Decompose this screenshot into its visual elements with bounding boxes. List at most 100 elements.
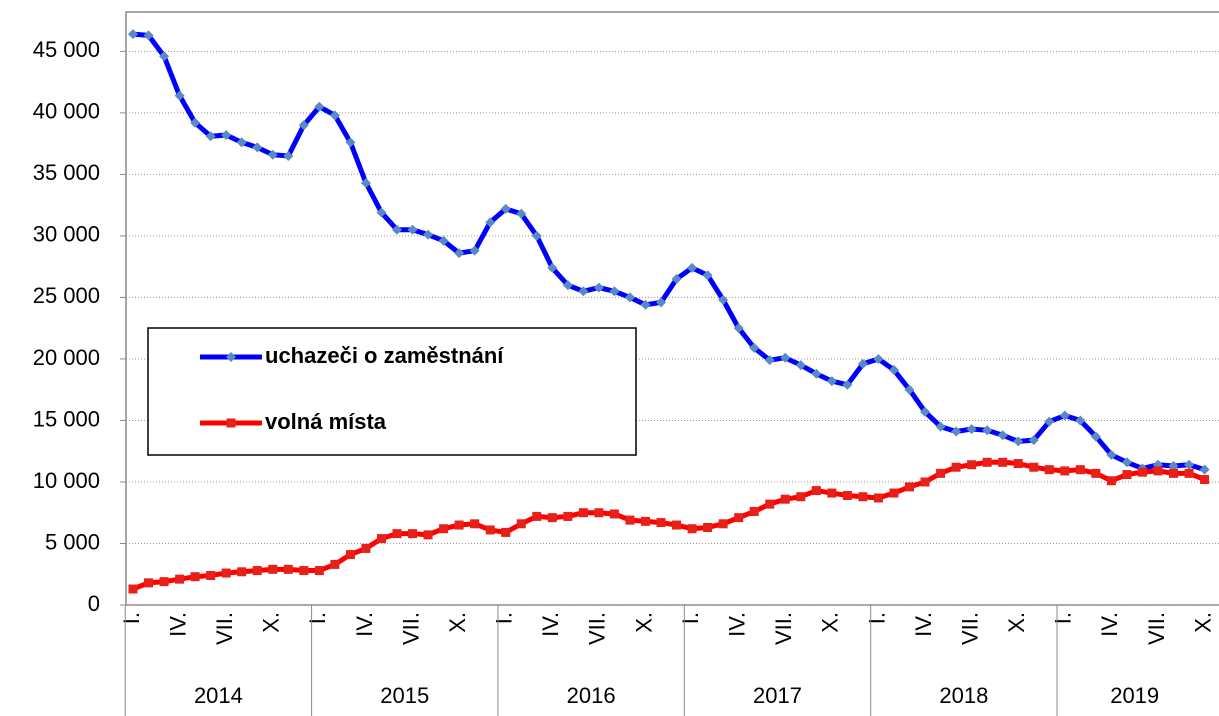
year-label: 2015 [380,683,429,708]
marker [920,406,931,417]
y-tick-label: 35 000 [33,160,100,185]
marker [128,584,138,594]
marker [672,520,682,530]
x-tick-label: X. [1004,612,1029,633]
marker [749,506,759,516]
x-tick-label: VII. [771,612,796,645]
marker [454,520,464,530]
marker [873,353,884,364]
legend: uchazeči o zaměstnání volná místa [147,327,637,456]
x-tick-label: I. [864,612,889,624]
x-tick-label: X. [445,612,470,633]
marker [1044,416,1055,427]
grid [120,50,1219,606]
marker [1168,460,1179,471]
marker [827,488,837,498]
marker [858,492,868,502]
marker [330,559,340,569]
marker [159,51,170,62]
marker [982,457,992,467]
marker [578,286,589,297]
marker [423,229,434,240]
x-tick-label: IV. [538,612,563,637]
marker [734,513,744,523]
marker [1199,464,1210,475]
x-tick-label: VII. [1144,612,1169,645]
year-label: 2014 [194,683,243,708]
x-tick-label: VII. [957,612,982,645]
marker [935,421,946,432]
x-tick-label: VII. [398,612,423,645]
marker [796,492,806,502]
marker [190,117,201,128]
y-tick-label: 20 000 [33,345,100,370]
marker [1200,475,1210,485]
marker [563,511,573,521]
marker [811,368,822,379]
y-tick-label: 45 000 [33,37,100,62]
marker [485,217,496,228]
y-tick-label: 40 000 [33,99,100,124]
marker [640,516,650,526]
marker [407,224,418,235]
marker [951,426,962,437]
year-label: 2019 [1110,683,1159,708]
marker [671,273,682,284]
marker [811,486,821,496]
marker [144,578,154,588]
marker [609,509,619,519]
marker [982,425,993,436]
x-tick-label: I. [119,612,144,624]
marker [966,424,977,435]
y-tick-label: 5 000 [45,529,100,554]
marker [625,515,635,525]
marker [190,572,200,582]
marker [1121,457,1132,468]
y-tick-label: 15 000 [33,406,100,431]
x-tick-label: X. [818,612,843,633]
marker [1184,459,1195,470]
marker [174,90,185,101]
marker [532,511,542,521]
y-tick-label: 10 000 [33,468,100,493]
series-line [132,459,1206,592]
marker [360,178,371,189]
x-tick-label: IV. [724,612,749,637]
marker [501,527,511,537]
marker [842,491,852,501]
marker [1029,462,1039,472]
marker [749,342,760,353]
x-tick-label: X. [1190,612,1215,633]
marker [469,245,480,256]
marker [1106,476,1116,486]
marker [345,550,355,560]
marker [936,468,946,478]
x-axis: I. IV. VII. X. I. IV. VII. X. I. IV. VII. X. I. IV. VI… [119,605,1215,716]
year-label: 2018 [939,683,988,708]
marker [718,294,729,305]
marker [857,358,868,369]
marker [656,297,667,308]
marker [485,525,495,535]
marker [376,534,386,544]
marker [904,384,915,395]
marker [1013,436,1024,447]
marker [1044,465,1054,475]
marker [967,460,977,470]
marker [1091,468,1101,478]
marker [562,280,573,291]
marker [888,365,899,376]
marker [1153,466,1163,476]
marker [920,477,930,487]
marker [531,230,542,241]
marker [423,530,433,540]
marker [842,379,853,390]
marker [159,577,169,587]
marker [252,142,263,153]
marker [998,457,1008,467]
marker [376,207,387,218]
marker [268,564,278,574]
marker [1090,431,1101,442]
marker [500,203,511,214]
